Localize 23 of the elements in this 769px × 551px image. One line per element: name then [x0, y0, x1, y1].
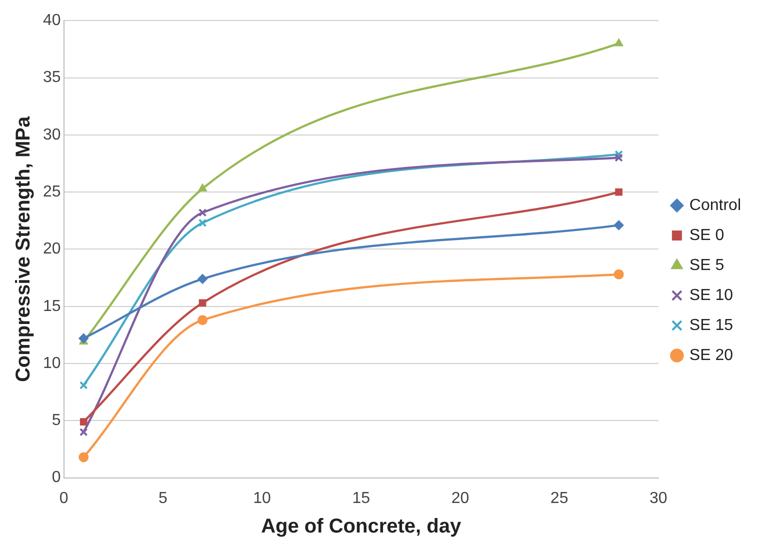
legend-label: SE 0: [689, 226, 724, 244]
legend-label: SE 5: [689, 256, 724, 274]
x-tick-label: 30: [650, 490, 668, 507]
y-tick-label: 5: [52, 412, 61, 430]
legend-label: SE 15: [689, 316, 734, 334]
y-tick-label: 0: [52, 469, 61, 486]
x-tick-label: 5: [158, 490, 168, 507]
legend-label: Control: [689, 196, 741, 214]
legend-label: SE 20: [689, 346, 734, 364]
x-tick-label: 25: [550, 490, 568, 507]
y-tick-label: 30: [43, 126, 61, 144]
legend-label: SE 10: [689, 286, 734, 304]
y-tick-label: 20: [43, 240, 61, 258]
y-tick-label: 25: [43, 183, 61, 200]
x-tick-label: 15: [352, 490, 370, 507]
y-tick-label: 15: [43, 298, 61, 315]
y-tick-label: 35: [43, 69, 61, 86]
x-tick-label: 20: [451, 490, 470, 507]
x-axis-title: Age of Concrete, day: [261, 516, 462, 538]
y-tick-label: 40: [43, 12, 61, 30]
y-tick-label: 10: [43, 354, 61, 372]
y-axis-title: Compressive Strength, MPa: [12, 116, 35, 382]
x-tick-label: 10: [253, 490, 272, 507]
